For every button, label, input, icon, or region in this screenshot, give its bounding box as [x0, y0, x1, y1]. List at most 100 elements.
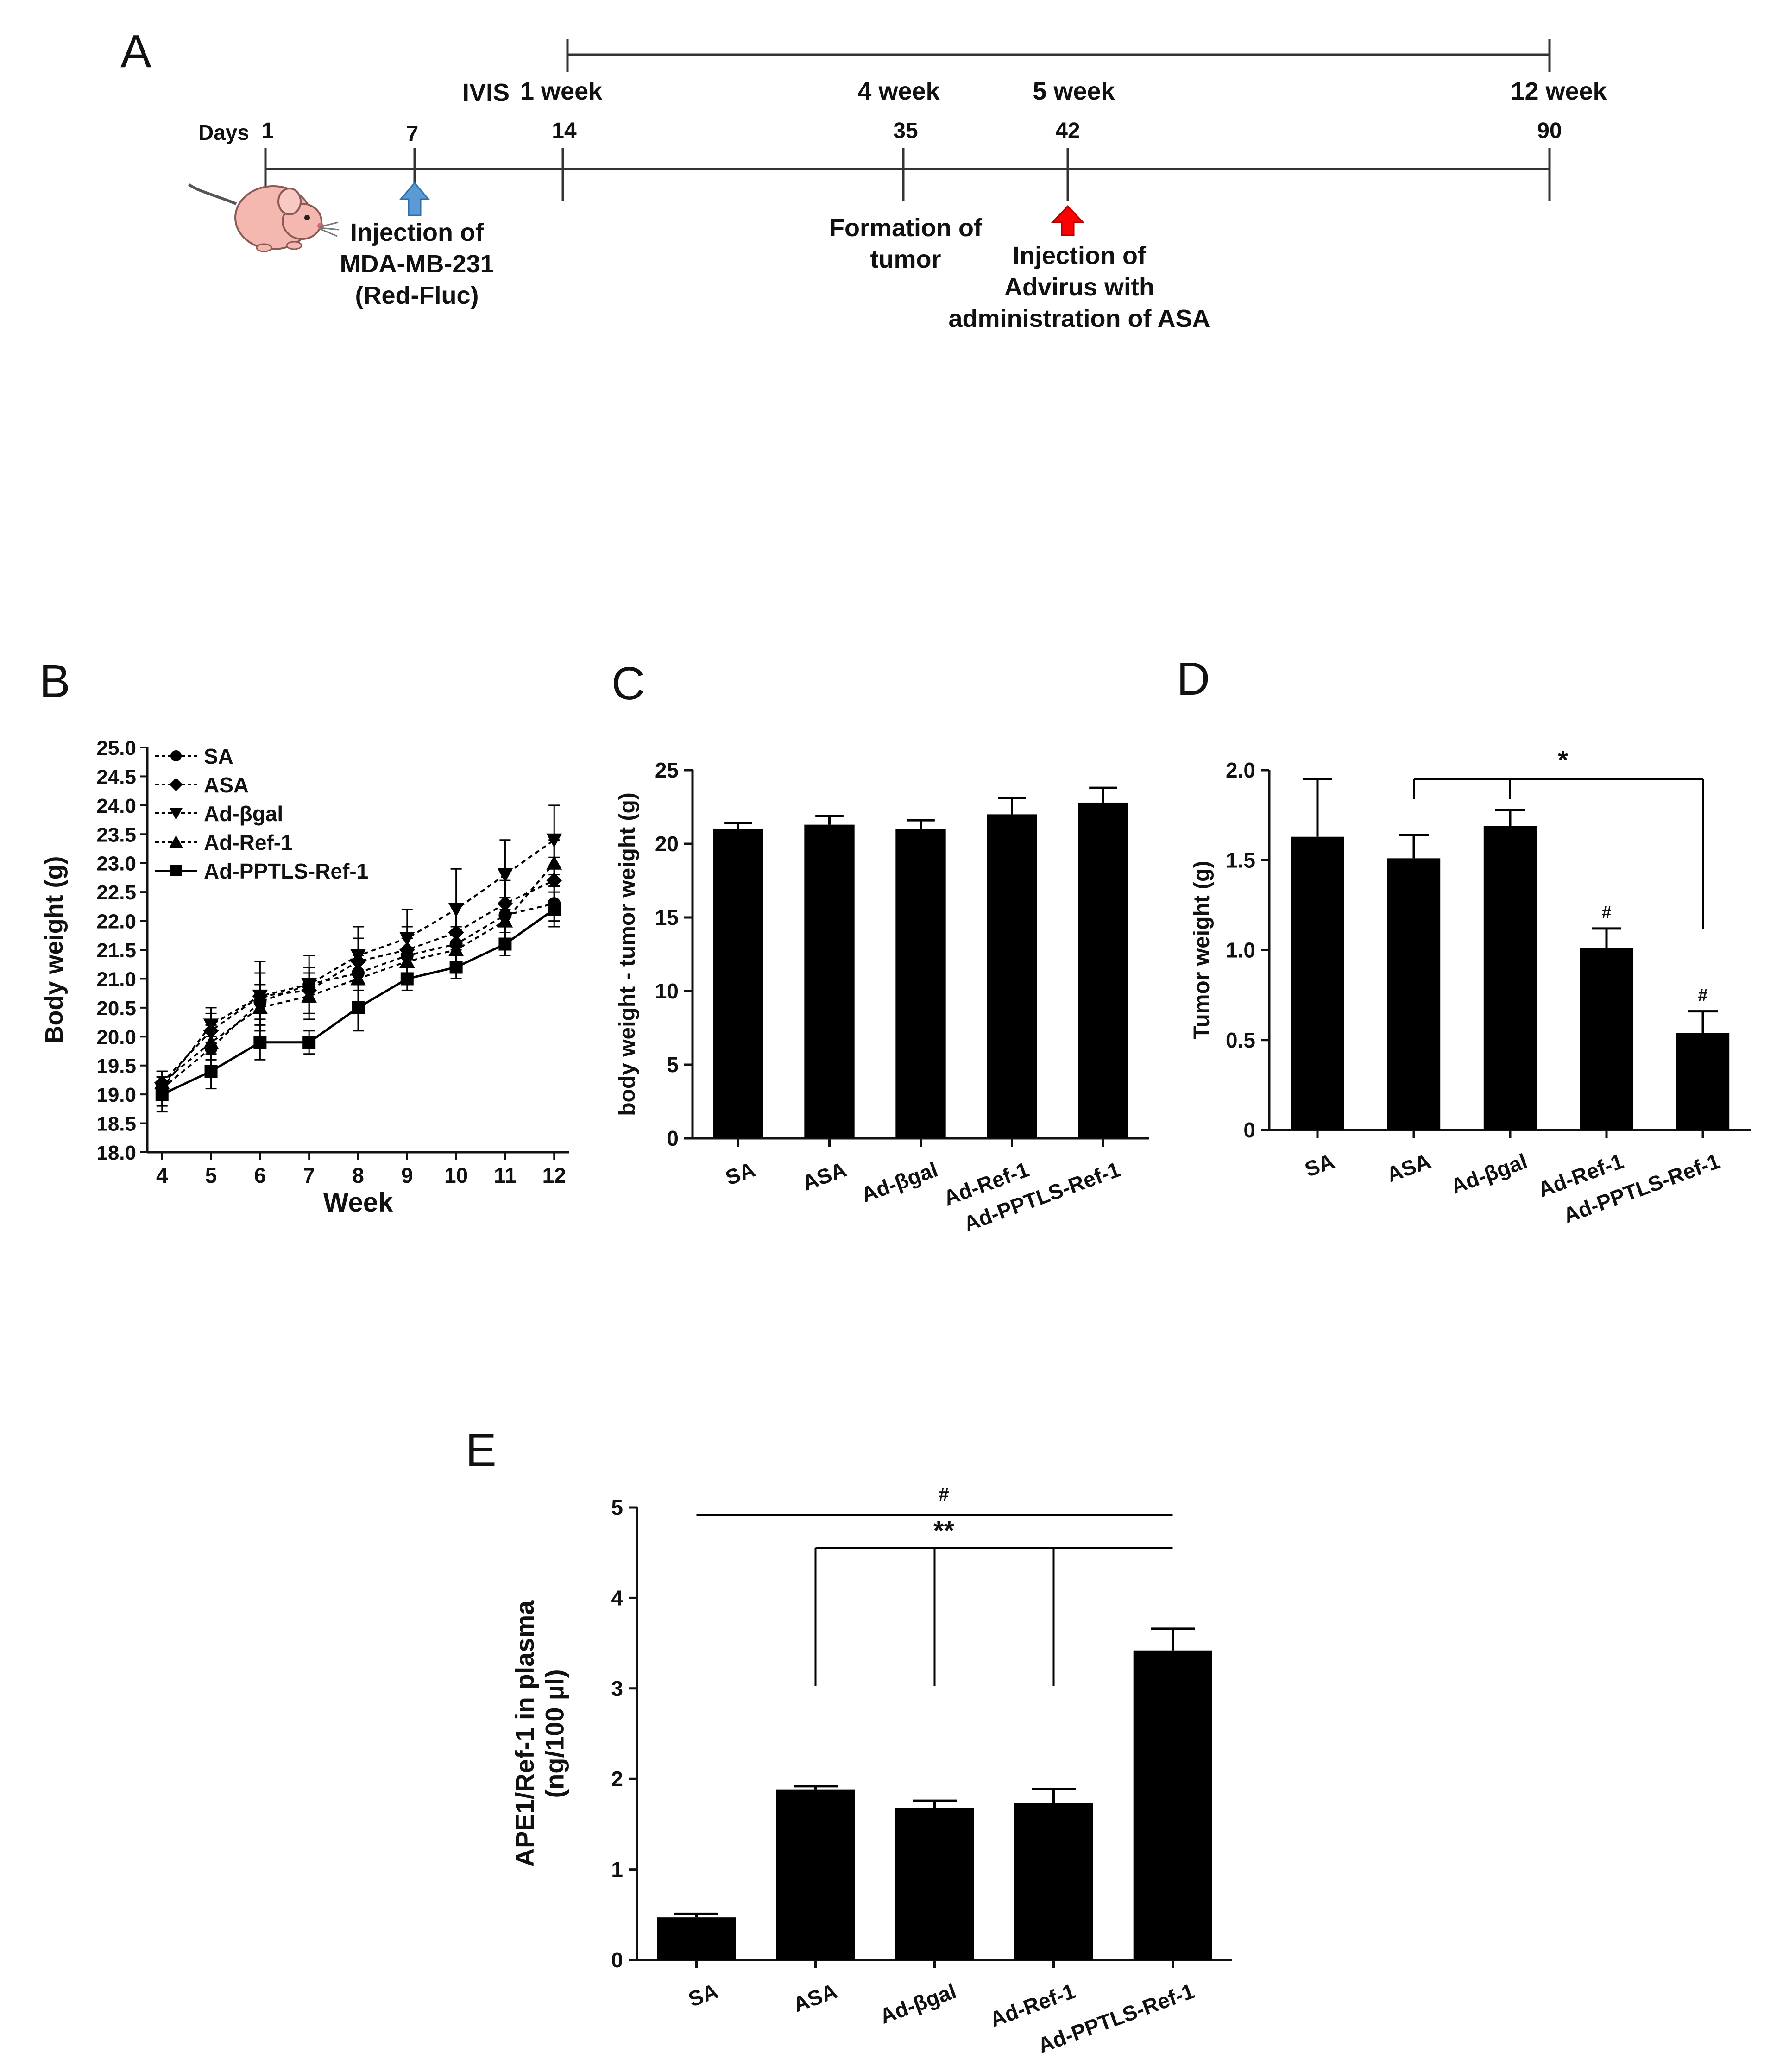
b-legend-label-asa: ASA — [204, 773, 249, 797]
e-category-label: ASA — [790, 1979, 840, 2017]
b-x-tick-label: 10 — [444, 1163, 468, 1187]
timeline-panel: A Days 1 7 14 35 42 90 IVIS 1 week 4 wee… — [120, 25, 1607, 333]
b-y-tick-label: 22.0 — [96, 910, 136, 933]
b-y-tick-label: 22.5 — [96, 881, 136, 904]
week-4-label: 4 week — [857, 77, 940, 105]
e-bar-ad-ref-1 — [1014, 1803, 1093, 1960]
d-y-tick-label: 1.0 — [1226, 938, 1255, 962]
annotation-inj1-line1: Injection of — [350, 219, 484, 246]
b-x-tick-label: 8 — [352, 1163, 364, 1187]
c-category-label: SA — [722, 1157, 758, 1190]
e-y-axis-label: APE1/Ref-1 in plasma — [510, 1600, 539, 1867]
day-7: 7 — [406, 122, 419, 146]
d-significance-star: * — [1558, 745, 1568, 774]
b-point-ad-ref-1 — [203, 1034, 219, 1049]
injection-arrow-blue — [399, 182, 430, 216]
b-y-axis-label: Body weight (g) — [40, 856, 68, 1044]
panel-label-c: C — [611, 658, 645, 710]
b-y-tick-label: 23.5 — [96, 823, 136, 846]
b-point-ad-ref-1 — [252, 1000, 268, 1014]
ivis-label: IVIS — [462, 79, 510, 107]
days-label: Days — [198, 120, 249, 144]
d-y-tick-label: 0.5 — [1226, 1028, 1255, 1052]
b-point-ad-ref-1 — [448, 942, 464, 956]
c-y-tick-label: 5 — [667, 1053, 679, 1077]
b-legend-label-ad-gal: Ad-βgal — [204, 802, 283, 826]
week-5-label: 5 week — [1033, 77, 1115, 105]
c-bar-ad-pptls-ref-1 — [1078, 802, 1128, 1138]
b-point-ad-pptls-ref-1 — [449, 961, 463, 974]
c-category-label: ASA — [799, 1157, 850, 1195]
day-14: 14 — [552, 119, 577, 143]
d-bar-ad-ref-1 — [1580, 948, 1633, 1130]
b-point-ad-pptls-ref-1 — [155, 1088, 169, 1101]
d-bar-sa — [1291, 836, 1344, 1130]
e-y-tick-label: 3 — [611, 1676, 623, 1701]
b-x-tick-label: 6 — [254, 1163, 266, 1187]
c-y-tick-label: 25 — [655, 758, 679, 782]
d-bar-annotation: # — [1602, 903, 1612, 922]
b-point-ad-ref-1 — [497, 913, 513, 928]
c-y-tick-label: 20 — [655, 832, 679, 856]
e-bar-ad-gal — [895, 1808, 974, 1960]
b-point-ad-ref-1 — [399, 954, 415, 968]
d-y-tick-label: 0 — [1243, 1118, 1255, 1142]
d-category-label: Ad-βgal — [1448, 1149, 1531, 1199]
panel-label-d: D — [1177, 653, 1210, 705]
week-12-label: 12 week — [1511, 77, 1607, 105]
day-90: 90 — [1537, 119, 1562, 143]
b-legend-marker-ad-pptls-ref-1 — [170, 865, 182, 876]
b-x-tick-label: 11 — [494, 1163, 517, 1187]
b-legend-marker-asa — [169, 778, 183, 791]
b-y-tick-label: 23.0 — [96, 853, 136, 875]
e-significance-hash: # — [939, 1484, 949, 1505]
b-point-ad-ref-1 — [546, 855, 562, 870]
c-y-axis-label: body weight - tumor weight (g) — [615, 792, 640, 1116]
b-x-tick-label: 9 — [401, 1163, 413, 1187]
e-y-tick-label: 0 — [611, 1948, 623, 1972]
b-point-ad-pptls-ref-1 — [253, 1036, 267, 1049]
e-category-label: SA — [685, 1979, 721, 2012]
b-point-ad-ref-1 — [301, 988, 317, 1003]
b-x-tick-label: 4 — [156, 1163, 168, 1187]
b-y-tick-label: 24.5 — [96, 766, 136, 788]
c-bar-asa — [804, 824, 855, 1138]
panel-label-e: E — [466, 1424, 497, 1476]
d-bar-ad-gal — [1483, 826, 1537, 1130]
b-x-tick-label: 7 — [303, 1163, 315, 1187]
b-y-tick-label: 21.0 — [96, 968, 136, 991]
b-point-ad-pptls-ref-1 — [204, 1065, 218, 1078]
b-series-line-sa — [161, 903, 554, 1090]
b-y-tick-label: 18.5 — [96, 1113, 136, 1136]
day-42: 42 — [1055, 119, 1080, 143]
e-y-axis-label: (ng/100 µl) — [540, 1669, 569, 1798]
e-y-tick-label: 5 — [611, 1495, 623, 1519]
b-legend-label-ad-ref-1: Ad-Ref-1 — [204, 830, 293, 854]
b-y-tick-label: 20.5 — [96, 997, 136, 1020]
c-y-tick-label: 15 — [655, 905, 679, 929]
c-bar-sa — [713, 829, 763, 1138]
b-x-tick-label: 5 — [205, 1163, 217, 1187]
d-y-axis-label: Tumor weight (g) — [1190, 861, 1214, 1040]
e-y-tick-label: 2 — [611, 1767, 623, 1791]
b-legend-label-ad-pptls-ref-1: Ad-PPTLS-Ref-1 — [204, 859, 368, 883]
mouse-illustration — [188, 183, 340, 252]
chart-tumor-weight: 00.51.01.52.0SA ASA Ad-βgal Ad-Ref-1#Ad-PPT… — [1190, 745, 1751, 1228]
panel-label-b: B — [39, 655, 70, 707]
d-category-label: ASA — [1383, 1149, 1434, 1187]
c-bar-ad-gal — [895, 829, 946, 1138]
b-point-ad-ref-1 — [350, 971, 366, 986]
d-y-tick-label: 1.5 — [1226, 848, 1255, 872]
d-y-tick-label: 2.0 — [1226, 758, 1255, 782]
e-bar-sa — [657, 1917, 736, 1960]
b-y-tick-label: 20.0 — [96, 1026, 136, 1049]
e-bar-asa — [776, 1789, 855, 1960]
b-point-ad-gal — [448, 903, 464, 917]
b-point-ad-pptls-ref-1 — [548, 903, 561, 916]
e-bar-ad-pptls-ref-1 — [1133, 1650, 1212, 1960]
b-y-tick-label: 25.0 — [96, 737, 136, 760]
chart-body-weight: 18.0 18.5 19.0 19.5 20.0 20.5 21.0 21.5 22.0 22.5… — [40, 737, 569, 1218]
c-bar-ad-ref-1 — [987, 814, 1037, 1138]
